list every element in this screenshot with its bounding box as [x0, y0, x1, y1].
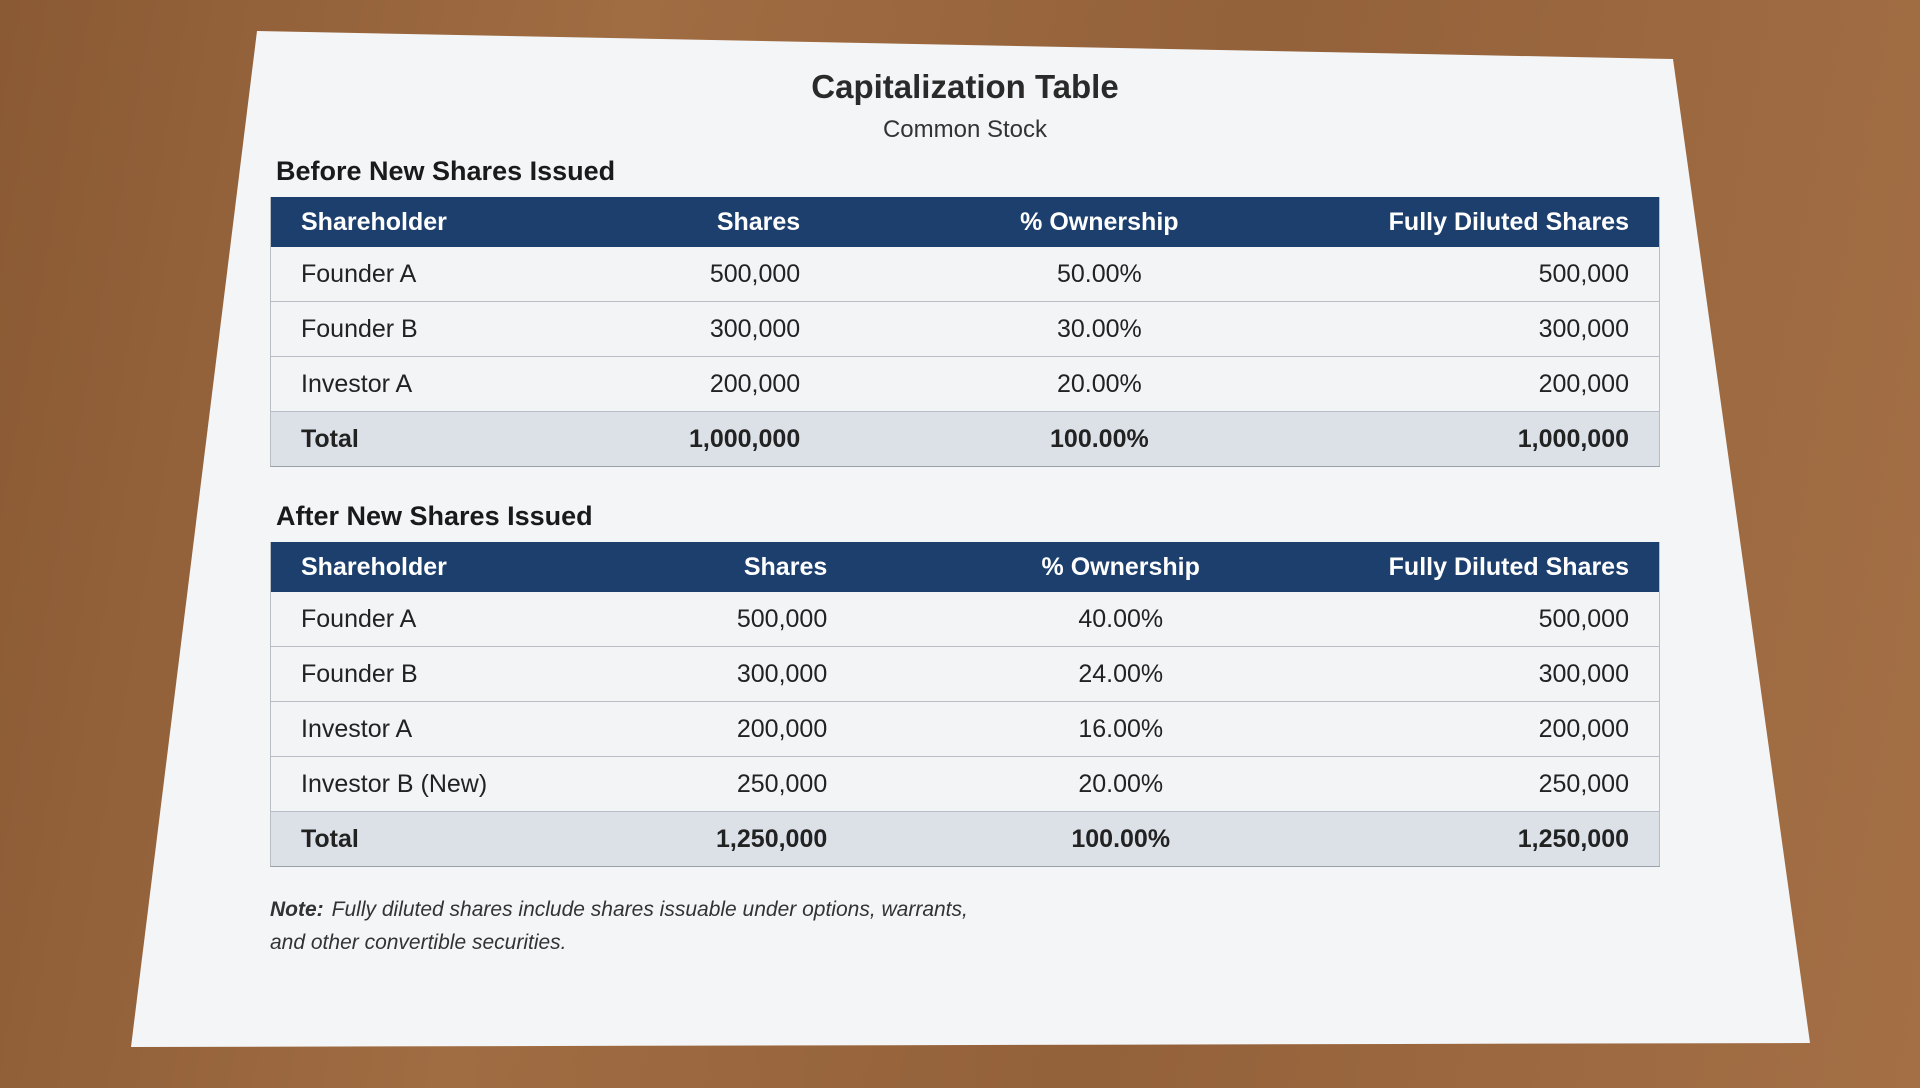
cell: 300,000	[1248, 301, 1660, 357]
cap-table: Shareholder Shares% Ownership Fully Dilute…	[270, 542, 1660, 867]
cell: 300,000	[1264, 646, 1660, 702]
cell: 24.00%	[977, 646, 1265, 702]
total-cell: Total	[270, 411, 553, 467]
column-header: Shares	[552, 197, 951, 247]
column-header: Fully Diluted Shares	[1248, 197, 1660, 247]
cell: 16.00%	[977, 701, 1265, 757]
table-row: Founder A 500,000 50.00% 500,000	[270, 247, 1660, 302]
cell: Founder A	[270, 247, 553, 302]
section: Before New Shares Issued Shareholder Share…	[270, 156, 1660, 467]
cap-table: Shareholder Shares% Ownership Fully Dilute…	[270, 197, 1660, 467]
note-text: Fully diluted shares include shares issu…	[270, 898, 968, 954]
cell: 300,000	[594, 646, 978, 702]
total-row: Total 1,250,000 100.00% 1,250,000	[270, 811, 1660, 867]
cell: Investor B (New)	[270, 756, 595, 812]
note: Note: Fully diluted shares include shares…	[270, 893, 1000, 959]
column-header: % Ownership	[950, 197, 1249, 247]
column-header: Shareholder	[270, 197, 553, 247]
column-header: Shareholder	[270, 542, 595, 592]
cell: Investor A	[270, 356, 553, 412]
total-cell: 100.00%	[950, 411, 1249, 467]
subtitle: Common Stock	[882, 116, 1048, 143]
cell: 250,000	[594, 756, 978, 812]
table-row: Founder B 300,000 24.00% 300,000	[270, 646, 1660, 702]
cell: 500,000	[552, 247, 951, 302]
total-cell: 1,000,000	[552, 411, 951, 467]
cell: 500,000	[594, 592, 978, 647]
section-title: After New Shares Issued	[276, 501, 593, 531]
tables: Before New Shares Issued Shareholder Share…	[270, 156, 1660, 867]
total-cell: 1,000,000	[1248, 411, 1660, 467]
total-cell: 1,250,000	[594, 811, 978, 867]
cell: 200,000	[1264, 701, 1660, 757]
cell: 200,000	[594, 701, 978, 757]
cell: Investor A	[270, 701, 595, 757]
cell: 200,000	[552, 356, 951, 412]
cell: 40.00%	[977, 592, 1265, 647]
cell: Founder A	[270, 592, 595, 647]
header-row: Shareholder Shares% Ownership Fully Dilute…	[270, 542, 1660, 592]
header-row: Shareholder Shares% Ownership Fully Dilute…	[270, 197, 1660, 247]
total-cell: 1,250,000	[1264, 811, 1660, 867]
cell: 20.00%	[950, 356, 1249, 412]
table-row: Investor A 200,000 16.00% 200,000	[270, 701, 1660, 757]
column-header: Shares	[594, 542, 978, 592]
table-row: Investor B (New) 250,000 20.00% 250,000	[270, 756, 1660, 812]
cell: Founder B	[270, 646, 595, 702]
section-title: Before New Shares Issued	[276, 156, 616, 186]
table-row: Founder A 500,000 40.00% 500,000	[270, 592, 1660, 647]
cell: 250,000	[1264, 756, 1660, 812]
cell: 20.00%	[977, 756, 1265, 812]
title: Capitalization Table	[811, 68, 1119, 105]
total-row: Total 1,000,000 100.00% 1,000,000	[270, 411, 1660, 467]
cell: 200,000	[1248, 356, 1660, 412]
column-header: % Ownership	[977, 542, 1265, 592]
total-cell: 100.00%	[977, 811, 1265, 867]
table-row: Founder B 300,000 30.00% 300,000	[270, 301, 1660, 357]
total-cell: Total	[270, 811, 595, 867]
document: Capitalization Table Common Stock Before…	[270, 60, 1660, 959]
column-header: Fully Diluted Shares	[1264, 542, 1660, 592]
cell: 500,000	[1264, 592, 1660, 647]
cell: 50.00%	[950, 247, 1249, 302]
table-row: Investor A 200,000 20.00% 200,000	[270, 356, 1660, 412]
cell: Founder B	[270, 301, 553, 357]
cell: 500,000	[1248, 247, 1660, 302]
note-label: Note:	[270, 898, 324, 921]
section: After New Shares Issued Shareholder Shares…	[270, 501, 1660, 867]
cell: 300,000	[552, 301, 951, 357]
cell: 30.00%	[950, 301, 1249, 357]
